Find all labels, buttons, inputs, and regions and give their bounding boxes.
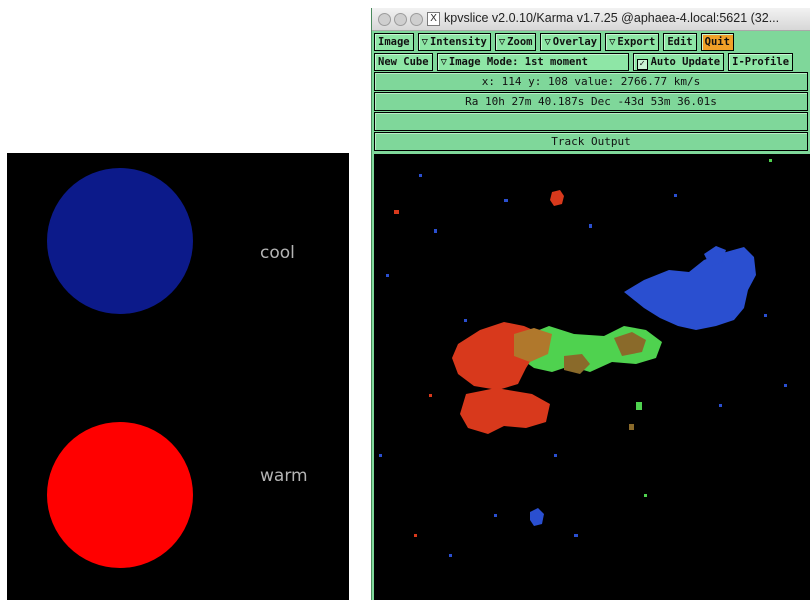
- menu-bar: Image ▽ Intensity ▽ Zoom ▽ Overlay ▽ Export …: [374, 33, 734, 51]
- message-field: [374, 112, 808, 131]
- auto-update-checkbox[interactable]: ✓ Auto Update: [632, 53, 725, 71]
- overlay-menu-button[interactable]: ▽ Overlay: [540, 33, 602, 51]
- minimize-icon[interactable]: [394, 13, 407, 26]
- red-spot: [550, 190, 564, 206]
- image-mode-dropdown[interactable]: ▽ Image Mode: 1st moment: [436, 53, 629, 71]
- blue-region: [624, 247, 756, 330]
- new-cube-button[interactable]: New Cube: [374, 53, 433, 71]
- triangle-down-icon: ▽: [609, 36, 616, 48]
- zoom-icon[interactable]: [410, 13, 423, 26]
- intensity-menu-button[interactable]: ▽ Intensity: [417, 33, 491, 51]
- track-output-button[interactable]: Track Output: [374, 132, 808, 151]
- triangle-down-icon: ▽: [421, 36, 428, 48]
- x11-icon: X: [427, 12, 440, 26]
- edit-button[interactable]: Edit: [663, 33, 697, 51]
- window-titlebar[interactable]: X kpvslice v2.0.10/Karma v1.7.25 @aphaea…: [372, 8, 810, 31]
- triangle-down-icon: ▽: [544, 36, 551, 48]
- i-profile-button[interactable]: I-Profile: [728, 53, 794, 71]
- zoom-menu-button[interactable]: ▽ Zoom: [494, 33, 537, 51]
- pixel-readout: x: 114 y: 108 value: 2766.77 km/s: [374, 72, 808, 91]
- velocity-moment-map[interactable]: [374, 154, 810, 600]
- cool-blue-circle: [47, 168, 193, 314]
- cool-label: cool: [260, 243, 295, 263]
- quit-button[interactable]: Quit: [700, 33, 734, 51]
- image-menu-button[interactable]: Image: [374, 33, 414, 51]
- triangle-down-icon: ▽: [498, 36, 506, 48]
- close-icon[interactable]: [378, 13, 391, 26]
- kpvslice-window: X kpvslice v2.0.10/Karma v1.7.25 @aphaea…: [372, 8, 810, 600]
- window-title: kpvslice v2.0.10/Karma v1.7.25 @aphaea-4…: [444, 11, 780, 25]
- warm-label: warm: [260, 466, 308, 486]
- toolbar-row: New Cube ▽ Image Mode: 1st moment ✓ Auto U…: [374, 53, 794, 71]
- triangle-down-icon: ▽: [440, 56, 447, 68]
- velocity-color-legend: cool warm: [7, 153, 349, 600]
- coordinate-readout: Ra 10h 27m 40.187s Dec -43d 53m 36.01s: [374, 92, 808, 111]
- noise-pixels: [379, 159, 787, 557]
- export-menu-button[interactable]: ▽ Export: [605, 33, 660, 51]
- warm-red-circle: [47, 422, 193, 568]
- moment-map-canvas[interactable]: [374, 154, 810, 600]
- checkbox-check-icon: ✓: [636, 59, 648, 70]
